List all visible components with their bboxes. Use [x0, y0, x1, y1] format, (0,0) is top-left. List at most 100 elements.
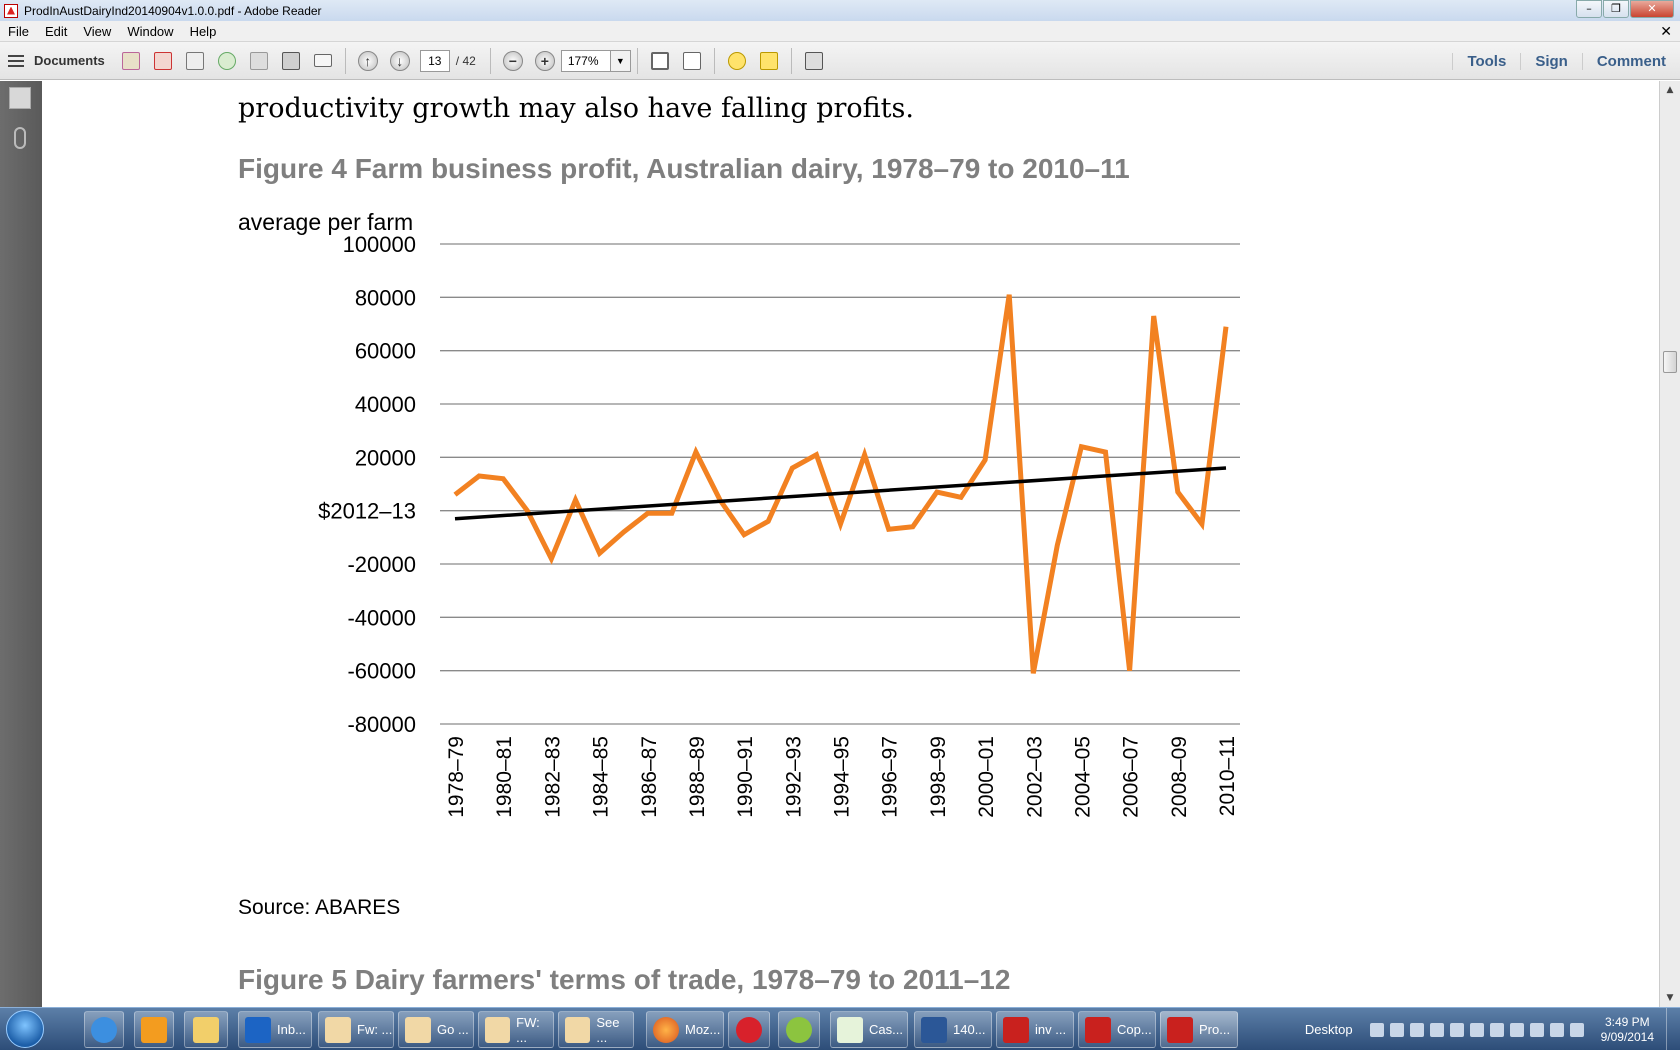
next-page-button[interactable]: ↓	[387, 48, 413, 74]
envelope-icon	[485, 1016, 511, 1043]
fit-page-button[interactable]	[647, 48, 673, 74]
taskbar-item-mail-2[interactable]: Go ...	[398, 1011, 474, 1048]
title-bar: ProdInAustDairyInd20140904v1.0.0.pdf - A…	[0, 0, 1680, 21]
sign-link[interactable]: Sign	[1520, 52, 1582, 70]
taskbar-pin-app-red[interactable]	[728, 1011, 770, 1048]
menu-help[interactable]: Help	[189, 23, 217, 39]
attachments-paperclip-icon[interactable]	[14, 127, 26, 149]
scroll-thumb[interactable]	[1663, 351, 1677, 373]
y-tick-label: 100000	[343, 232, 416, 257]
sync-tray-icon[interactable]	[1429, 1022, 1444, 1037]
display-tray-icon[interactable]	[1449, 1022, 1464, 1037]
menu-edit[interactable]: Edit	[44, 23, 68, 39]
taskbar-pin-explorer[interactable]	[184, 1011, 228, 1048]
taskbar-item-pdf-active[interactable]: Pro...	[1160, 1011, 1238, 1048]
volume-icon[interactable]	[1509, 1022, 1524, 1037]
flag-icon[interactable]	[1529, 1022, 1544, 1037]
security-tray-icon[interactable]	[1409, 1022, 1424, 1037]
green-swirl-icon	[786, 1016, 812, 1043]
scroll-down-arrow-icon[interactable]: ▼	[1666, 993, 1674, 1003]
edit-button[interactable]	[182, 48, 208, 74]
x-tick-labels: 1978–79 1980–81 1982–83 1984–85 1986–87 1988–…	[445, 736, 1239, 818]
comment-link[interactable]: Comment	[1581, 52, 1680, 70]
highlight-button[interactable]	[756, 48, 782, 74]
show-desktop-button[interactable]	[1666, 1008, 1680, 1050]
word-icon	[921, 1016, 947, 1043]
menu-file[interactable]: File	[8, 23, 29, 39]
pdf-icon	[153, 51, 172, 70]
pdf-tools-button[interactable]	[150, 48, 176, 74]
print-button[interactable]	[278, 48, 304, 74]
taskbar-item-mail-4[interactable]: See ...	[558, 1011, 634, 1048]
taskbar-item-label: Pro...	[1199, 1022, 1231, 1037]
start-button[interactable]	[6, 1010, 44, 1048]
restore-button[interactable]: ❐	[1603, 0, 1629, 18]
taskbar-pin-media[interactable]	[134, 1011, 174, 1048]
fit-width-button[interactable]	[679, 48, 705, 74]
x-tick-label: 2002–03	[1023, 736, 1046, 818]
taskbar-pin-app-green[interactable]	[778, 1011, 820, 1048]
taskbar-item-mail-3[interactable]: FW: ...	[478, 1011, 554, 1048]
media-player-icon	[141, 1016, 167, 1043]
zoom-out-button[interactable]: −	[500, 48, 526, 74]
pdf-icon	[1003, 1016, 1029, 1043]
sticky-note-button[interactable]	[724, 48, 750, 74]
create-pdf-button[interactable]	[118, 48, 144, 74]
x-tick-label: 2010–11	[1216, 736, 1239, 816]
taskbar-item-firefox[interactable]: Moz...	[646, 1011, 724, 1048]
mail-tray-icon[interactable]	[1369, 1022, 1384, 1037]
close-button[interactable]: ✕	[1630, 0, 1674, 18]
previous-page-button[interactable]: ↑	[355, 48, 381, 74]
taskbar-item-cas[interactable]: Cas...	[830, 1011, 908, 1048]
y-tick-labels: 100000 80000 60000 40000 20000 $2012–13 -20000…	[318, 232, 416, 737]
page-thumbnails-icon[interactable]	[9, 87, 31, 109]
clock[interactable]: 3:49 PM 9/09/2014	[1601, 1015, 1654, 1045]
edit-icon	[185, 51, 204, 70]
network-tray-icon[interactable]	[1389, 1022, 1404, 1037]
menu-window[interactable]: Window	[127, 23, 174, 39]
pdf-icon	[1085, 1016, 1111, 1043]
leaf-app-icon	[837, 1016, 863, 1043]
zoom-in-button[interactable]: +	[532, 48, 558, 74]
zoom-dropdown-chevron-icon[interactable]: ▼	[610, 49, 631, 72]
minimize-button[interactable]: –	[1576, 0, 1602, 18]
x-tick-label: 1978–79	[445, 736, 468, 818]
x-tick-label: 1986–87	[638, 736, 661, 818]
taskbar-item-pdf-2[interactable]: Cop...	[1078, 1011, 1156, 1048]
close-document-icon[interactable]: ✕	[1660, 23, 1672, 39]
taskbar-item-pdf-1[interactable]: inv ...	[996, 1011, 1074, 1048]
email-button[interactable]	[310, 48, 336, 74]
page-number-input[interactable]: 13	[419, 49, 450, 72]
x-tick-label: 1988–89	[686, 736, 709, 818]
x-tick-label: 2008–09	[1168, 736, 1191, 818]
shield-tray-icon[interactable]	[1469, 1022, 1484, 1037]
network-icon[interactable]	[1549, 1022, 1564, 1037]
upload-button[interactable]	[214, 48, 240, 74]
create-pdf-icon	[121, 51, 140, 70]
y-tick-label: 40000	[355, 392, 416, 417]
save-button[interactable]	[246, 48, 272, 74]
outlook-tray-icon[interactable]	[1489, 1022, 1504, 1037]
expand-icon	[804, 51, 823, 70]
desktop-toolbar-label[interactable]: Desktop	[1304, 1022, 1353, 1037]
dropbox-icon[interactable]	[1569, 1022, 1584, 1037]
save-icon	[249, 51, 268, 70]
taskbar-pin-ie[interactable]	[84, 1011, 124, 1048]
documents-menu[interactable]: Documents	[0, 53, 105, 68]
x-tick-label: 1992–93	[782, 736, 805, 818]
envelope-icon	[325, 1016, 351, 1043]
scroll-up-arrow-icon[interactable]: ▲	[1666, 85, 1674, 95]
y-tick-label: -60000	[347, 659, 416, 684]
documents-label: Documents	[34, 53, 105, 68]
tools-link[interactable]: Tools	[1452, 52, 1520, 70]
menu-view[interactable]: View	[83, 23, 112, 39]
zoom-input[interactable]: 177%	[560, 49, 611, 72]
document-page: productivity growth may also have fallin…	[42, 81, 1659, 1007]
x-tick-label: 1984–85	[590, 736, 613, 818]
taskbar-item-word[interactable]: 140...	[914, 1011, 992, 1048]
vertical-scrollbar[interactable]: ▲ ▼	[1659, 81, 1680, 1007]
full-screen-button[interactable]	[801, 48, 827, 74]
y-axis-caption: average per farm	[238, 209, 414, 235]
taskbar-item-mail-1[interactable]: Fw: ...	[318, 1011, 394, 1048]
taskbar-item-outlook[interactable]: Inb...	[238, 1011, 312, 1048]
